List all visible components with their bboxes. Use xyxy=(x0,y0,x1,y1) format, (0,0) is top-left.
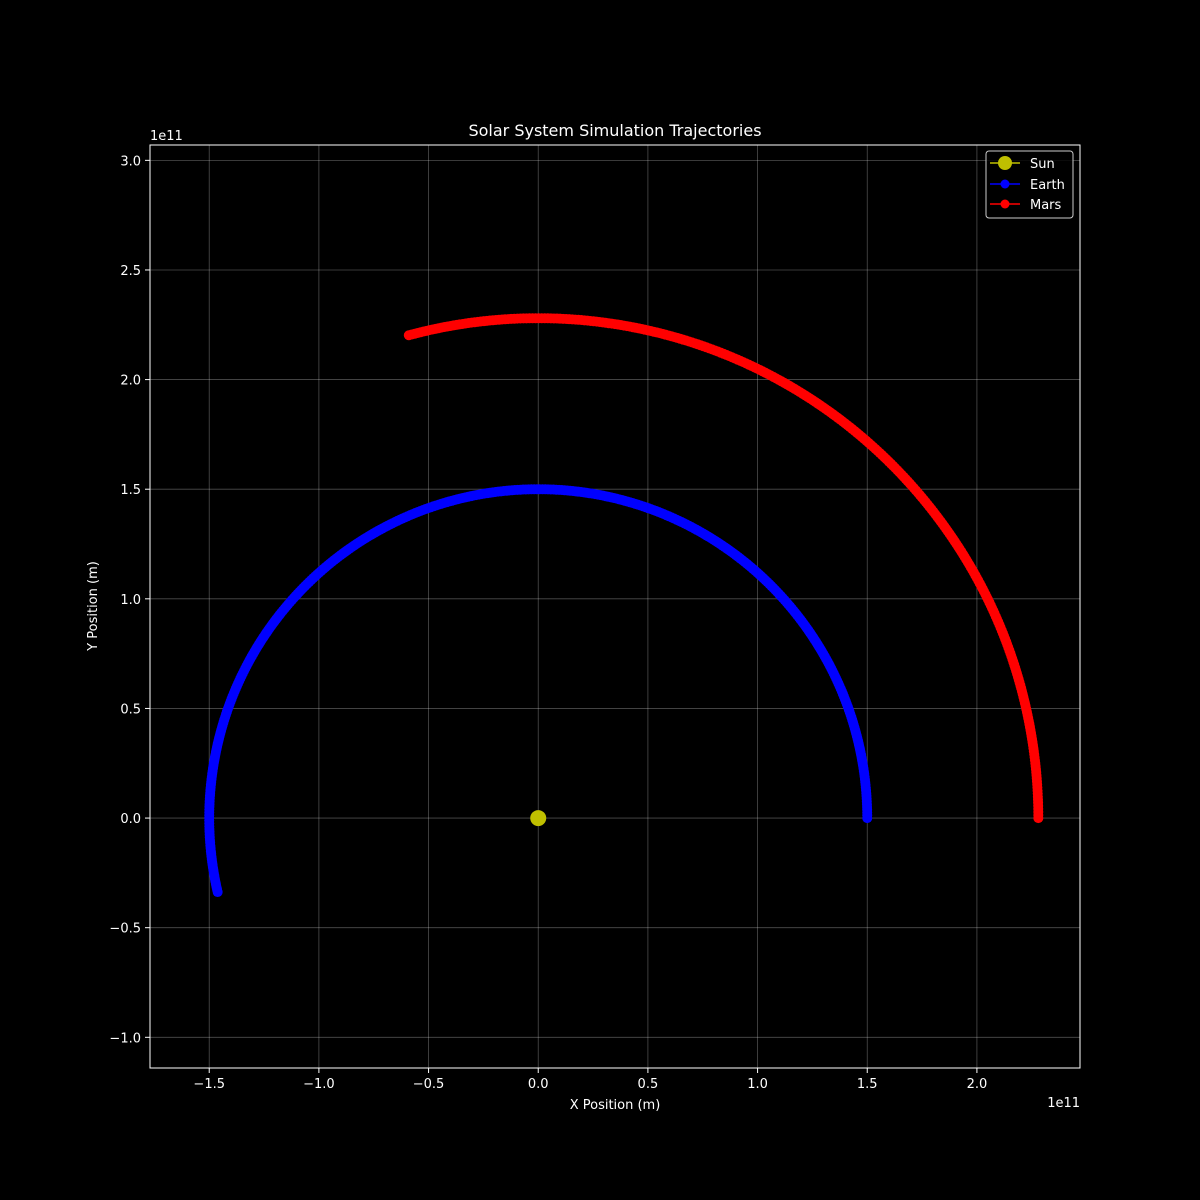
legend-item-earth: Earth xyxy=(990,178,1065,193)
chart-title: Solar System Simulation Trajectories xyxy=(468,121,761,140)
y-tick-label: −1.0 xyxy=(109,1031,141,1046)
y-tick-label: 3.0 xyxy=(120,154,141,169)
x-offset-label: 1e11 xyxy=(1047,1096,1080,1111)
legend-marker-mars xyxy=(1000,199,1010,209)
y-tick-label: 0.0 xyxy=(120,812,141,827)
y-tick-label: −0.5 xyxy=(109,922,141,937)
x-tick-label: 1.0 xyxy=(747,1077,768,1092)
legend-marker-earth xyxy=(1000,179,1010,189)
sun-point xyxy=(530,810,547,827)
legend-item-mars: Mars xyxy=(990,198,1062,213)
x-tick-label: 0.5 xyxy=(638,1077,659,1092)
x-tick-label: 0.0 xyxy=(528,1077,549,1092)
mars-point xyxy=(403,330,414,341)
x-tick-label: 1.5 xyxy=(857,1077,878,1092)
axes-frame xyxy=(149,144,1081,1069)
grid xyxy=(150,145,1080,1068)
legend: Sun Earth Mars xyxy=(985,150,1074,219)
series-sun xyxy=(530,810,547,827)
y-tick-label: 2.5 xyxy=(120,264,141,279)
x-tick-label: 2.0 xyxy=(967,1077,988,1092)
legend-item-sun: Sun xyxy=(990,156,1055,172)
legend-label-earth: Earth xyxy=(1030,178,1065,193)
y-tick-label: 1.0 xyxy=(120,593,141,608)
series-earth xyxy=(204,484,873,898)
plot-series xyxy=(204,313,1044,898)
x-axis-label: X Position (m) xyxy=(570,1098,661,1113)
earth-point xyxy=(212,887,223,898)
legend-label-sun: Sun xyxy=(1030,157,1055,172)
y-offset-label: 1e11 xyxy=(150,129,183,144)
y-tick-label: 0.5 xyxy=(120,702,141,717)
x-tick-label: −1.5 xyxy=(193,1077,225,1092)
x-tick-label: −1.0 xyxy=(303,1077,335,1092)
y-axis-label: Y Position (m) xyxy=(86,561,101,652)
legend-marker-sun xyxy=(998,156,1012,170)
y-tick-label: 1.5 xyxy=(120,483,141,498)
legend-label-mars: Mars xyxy=(1030,198,1062,213)
x-tick-label: −0.5 xyxy=(413,1077,445,1092)
series-mars xyxy=(403,313,1044,824)
axis-ticks: −1.5 −1.0 −0.5 0.0 0.5 1.0 1.5 2.0 −1.0 −0.5 0.0 0.… xyxy=(109,154,987,1092)
y-tick-label: 2.0 xyxy=(120,374,141,389)
